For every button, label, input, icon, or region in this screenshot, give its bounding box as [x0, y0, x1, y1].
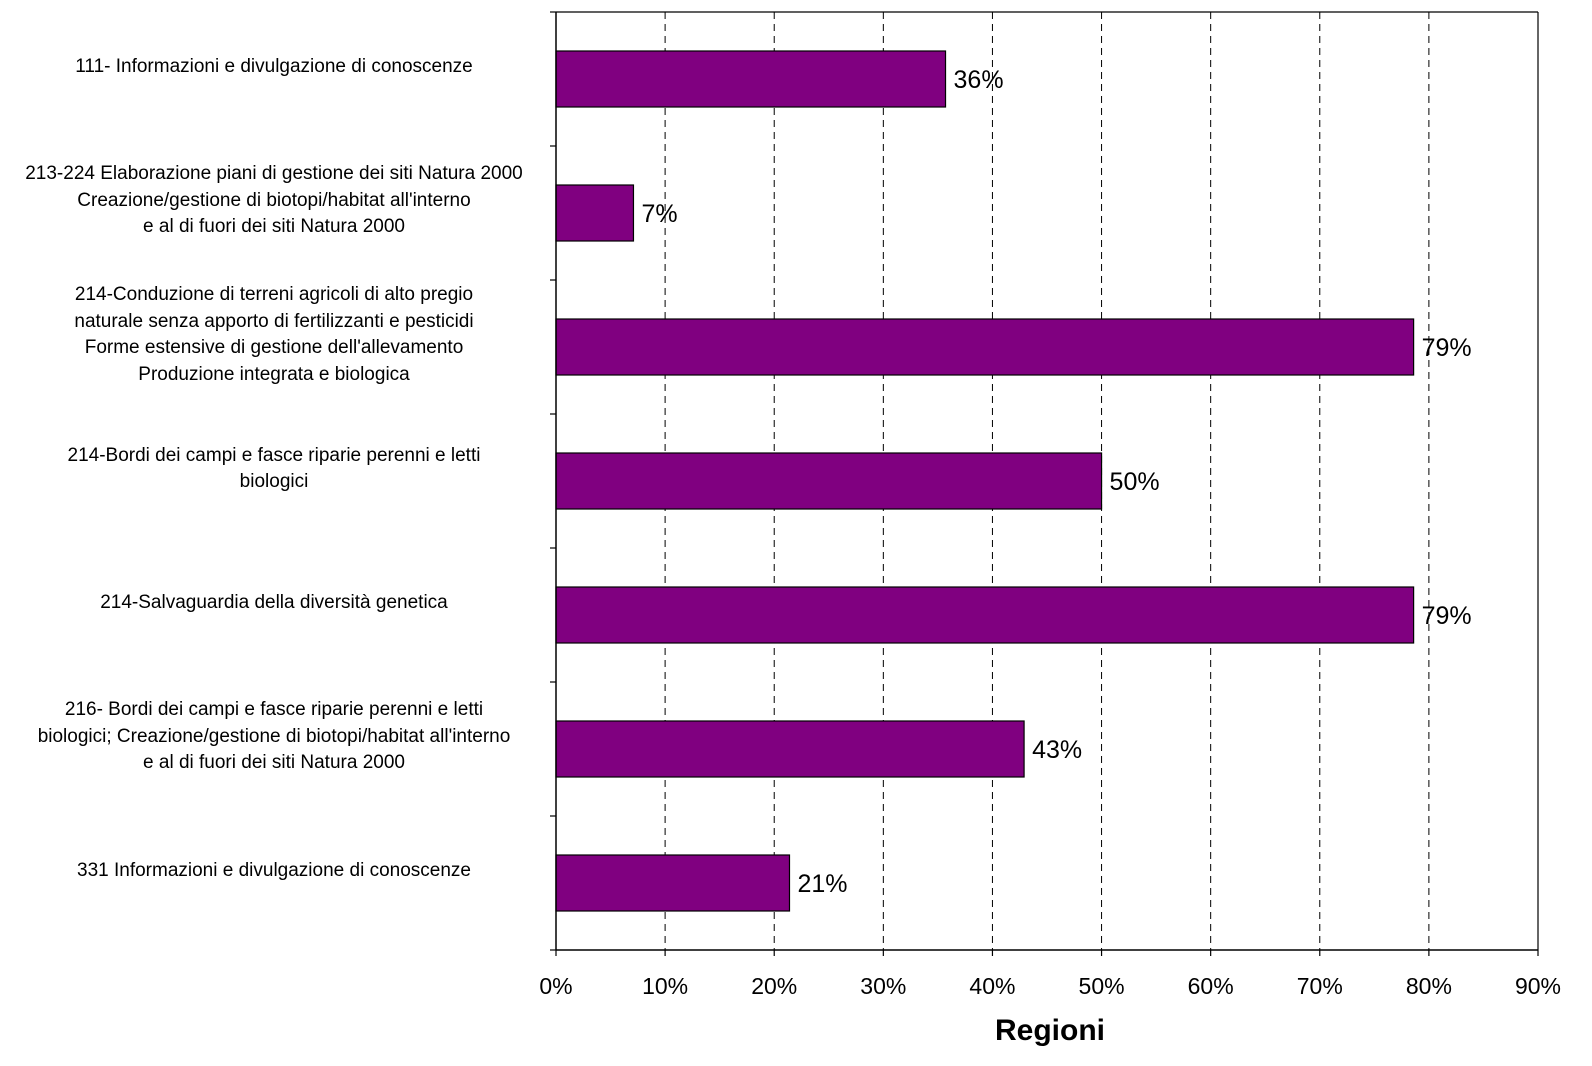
bar	[555, 720, 1025, 778]
data-label: 79%	[1422, 602, 1472, 630]
data-label: 21%	[797, 870, 847, 898]
x-tick-label: 0%	[539, 973, 572, 999]
category-label: 214-Conduzione di terreni agricoli di al…	[74, 284, 474, 385]
x-tick-label: 80%	[1406, 973, 1452, 999]
x-tick-label: 50%	[1079, 973, 1125, 999]
bar	[555, 854, 791, 912]
category-label: 331 Informazioni e divulgazione di conos…	[77, 859, 471, 881]
x-tick-label: 70%	[1297, 973, 1343, 999]
category-label: 111- Informazioni e divulgazione di cono…	[75, 55, 473, 77]
x-tick-label: 20%	[751, 973, 797, 999]
x-tick-label: 10%	[642, 973, 688, 999]
category-label: 214-Bordi dei campi e fasce riparie pere…	[67, 444, 481, 493]
x-tick-label: 60%	[1188, 973, 1234, 999]
bar	[555, 318, 1415, 376]
data-label: 50%	[1110, 468, 1160, 496]
bar	[555, 184, 635, 242]
data-label: 79%	[1422, 334, 1472, 362]
category-label: 213-224 Elaborazione piani di gestione d…	[25, 163, 523, 238]
category-label: 216- Bordi dei campi e fasce riparie per…	[37, 699, 511, 774]
data-label: 36%	[954, 66, 1004, 94]
bar	[555, 452, 1103, 510]
x-tick-label: 90%	[1515, 973, 1561, 999]
data-label: 43%	[1032, 736, 1082, 764]
data-label: 7%	[641, 200, 677, 228]
x-tick-label: 30%	[860, 973, 906, 999]
bar	[555, 50, 947, 108]
category-label: 214-Salvaguardia della diversità genetic…	[100, 591, 448, 613]
bar	[555, 586, 1415, 644]
x-axis-title: Regioni	[995, 1014, 1105, 1047]
x-tick-label: 40%	[969, 973, 1015, 999]
